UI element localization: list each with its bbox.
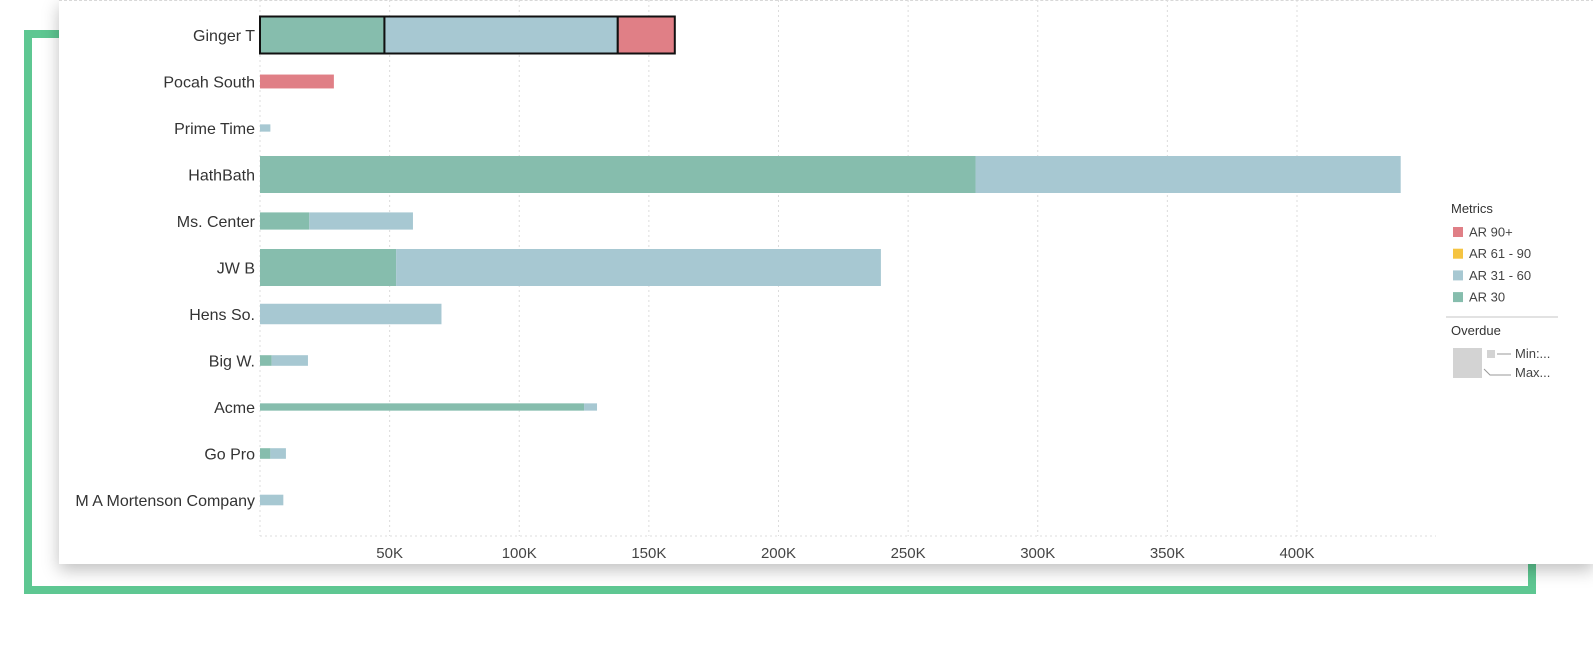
size-legend-max-label: Max... bbox=[1515, 365, 1550, 380]
category-labels: Ginger T Pocah South Prime Time HathBath Ms.… bbox=[75, 28, 255, 510]
legend-swatch[interactable] bbox=[1453, 248, 1463, 259]
category-label: Go Pro bbox=[204, 447, 255, 464]
x-axis-ticks: 50K 100K 150K 200K 250K 300K 350K 400K bbox=[376, 545, 1314, 562]
bar-segment[interactable] bbox=[383, 15, 619, 55]
bar-segment[interactable] bbox=[260, 124, 271, 132]
bar-segment[interactable] bbox=[260, 212, 310, 230]
bar-segment[interactable] bbox=[259, 15, 386, 55]
legend-label[interactable]: AR 61 - 90 bbox=[1469, 246, 1531, 261]
bar-segment[interactable] bbox=[260, 249, 397, 286]
bar-segment[interactable] bbox=[975, 156, 1401, 193]
bar-segment[interactable] bbox=[260, 403, 585, 411]
bar-segment[interactable] bbox=[260, 74, 334, 89]
size-legend-min-swatch bbox=[1487, 350, 1495, 358]
size-legend-max-swatch bbox=[1453, 348, 1482, 378]
x-tick-label: 100K bbox=[502, 545, 537, 562]
bar-segment[interactable] bbox=[260, 494, 284, 506]
category-label: Hens So. bbox=[189, 307, 255, 324]
legend-label[interactable]: AR 30 bbox=[1469, 290, 1505, 305]
legend-swatch[interactable] bbox=[1453, 270, 1463, 281]
category-label: Prime Time bbox=[174, 121, 255, 138]
x-tick-label: 250K bbox=[891, 545, 926, 562]
x-tick-label: 200K bbox=[761, 545, 796, 562]
legend-swatch[interactable] bbox=[1453, 227, 1463, 237]
x-tick-label: 150K bbox=[631, 545, 666, 562]
bar-segment[interactable] bbox=[260, 448, 271, 459]
grid-lines bbox=[259, 0, 1436, 537]
category-label: Acme bbox=[214, 400, 255, 417]
legend-label[interactable]: AR 90+ bbox=[1469, 225, 1513, 240]
bar-segment[interactable] bbox=[270, 448, 286, 459]
x-tick-label: 50K bbox=[376, 545, 403, 562]
category-label: M A Mortenson Company bbox=[75, 493, 255, 510]
legend[interactable]: Metrics AR 90+ AR 61 - 90 AR 31 - 60 AR 30 Ov… bbox=[1446, 201, 1558, 380]
category-label: JW B bbox=[217, 261, 255, 278]
bars[interactable] bbox=[259, 15, 1401, 506]
x-tick-label: 300K bbox=[1020, 545, 1055, 562]
category-label: Pocah South bbox=[163, 75, 255, 92]
category-label: Ginger T bbox=[193, 28, 255, 45]
bar-segment[interactable] bbox=[616, 15, 676, 55]
bar-segment[interactable] bbox=[309, 212, 413, 230]
bar-segment[interactable] bbox=[584, 403, 598, 411]
bar-segment[interactable] bbox=[396, 249, 881, 286]
legend-swatch[interactable] bbox=[1453, 292, 1463, 303]
bar-segment[interactable] bbox=[260, 303, 442, 325]
legend-title: Metrics bbox=[1451, 201, 1493, 216]
category-label: Big W. bbox=[209, 354, 255, 371]
bar-segment[interactable] bbox=[260, 355, 272, 366]
x-tick-label: 400K bbox=[1279, 545, 1314, 562]
size-legend-max-leader bbox=[1483, 368, 1511, 376]
category-label: Ms. Center bbox=[177, 214, 256, 231]
size-legend-min-label: Min:... bbox=[1515, 346, 1550, 361]
bar-segment[interactable] bbox=[260, 156, 976, 193]
bar-segment[interactable] bbox=[271, 355, 308, 366]
x-tick-label: 350K bbox=[1150, 545, 1185, 562]
legend-label[interactable]: AR 31 - 60 bbox=[1469, 268, 1531, 283]
category-label: HathBath bbox=[188, 168, 255, 185]
size-legend-title: Overdue bbox=[1451, 323, 1501, 338]
